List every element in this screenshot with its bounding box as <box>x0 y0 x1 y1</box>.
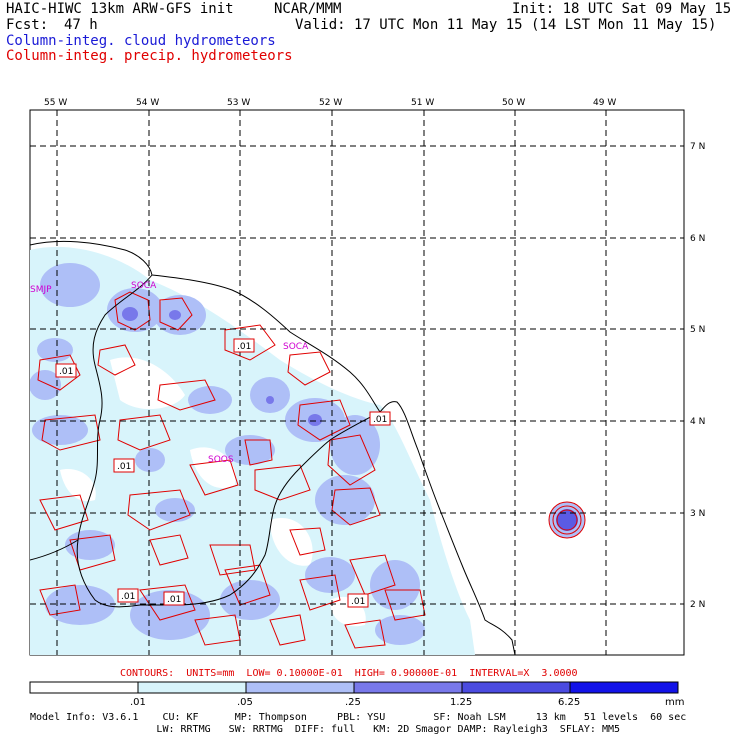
colorbar-tick: 6.25 <box>558 697 580 708</box>
forecast-label: Fcst: <box>6 17 49 33</box>
svg-text:.01: .01 <box>237 342 251 352</box>
colorbar-tick: 1.25 <box>450 697 472 708</box>
shade-gap <box>270 518 313 566</box>
colorbar-ticks: .01 .05 .25 1.25 6.25 mm <box>130 697 684 708</box>
colorbar-bin <box>137 681 247 694</box>
border-guyane-brazil <box>140 411 381 606</box>
lon-label: 55 W <box>44 98 67 108</box>
model-title: HAIC-HIWC 13km ARW-GFS init <box>6 1 234 17</box>
svg-text:.01: .01 <box>117 462 131 472</box>
svg-text:.01: .01 <box>59 367 73 377</box>
contour-label-box: .01 <box>163 591 185 606</box>
station-label: SOOS <box>208 455 234 465</box>
colorbar-bin <box>569 681 679 694</box>
shade-gap <box>60 469 96 502</box>
forecast-hour: 47 h <box>64 17 98 33</box>
contour-value-labels: .01 .01 .01 .01 .01 .01 .01 <box>55 338 391 608</box>
station-label: SMJP <box>30 285 52 295</box>
lat-label: 5 N <box>690 325 705 335</box>
tick-marks <box>56 110 684 605</box>
border-suriname-guyane <box>76 274 153 608</box>
svg-text:.01: .01 <box>351 597 365 607</box>
colorbar-tick: .05 <box>237 697 253 708</box>
shade-gap <box>190 447 236 489</box>
colorbar-bin <box>245 681 355 694</box>
lat-label: 7 N <box>690 142 705 152</box>
lon-label: 54 W <box>136 98 159 108</box>
station-label: SOCA <box>131 281 157 291</box>
org-label: NCAR/MMM <box>274 1 342 17</box>
colorbar-bin <box>29 681 139 694</box>
field-cloud-label: Column-integ. cloud hydrometeors <box>6 33 276 49</box>
shade-dark <box>122 307 322 426</box>
footer-line-2: LW: RRTMG SW: RRTMG DIFF: full KM: 2D Sm… <box>30 724 621 735</box>
border-suriname-brazil-w <box>30 539 79 561</box>
init-time: Init: 18 UTC Sat 09 May 15 <box>512 1 732 17</box>
lat-label: 3 N <box>690 509 705 519</box>
colorbar-tick: .01 <box>130 697 146 708</box>
svg-text:.01: .01 <box>121 592 135 602</box>
station-labels: SMJP SOCA SOCA SOOS <box>30 281 309 465</box>
contour-label-box: .01 <box>113 458 135 473</box>
contour-label-box: .01 <box>55 363 77 378</box>
lon-labels: 55 W 54 W 53 W 52 W 51 W 50 W 49 W <box>44 98 616 108</box>
lat-labels: 7 N 6 N 5 N 4 N 3 N 2 N <box>690 142 705 610</box>
contour-label-box: .01 <box>233 338 255 353</box>
svg-text:.01: .01 <box>167 595 181 605</box>
contour-label-box: .01 <box>117 588 139 603</box>
lat-label: 6 N <box>690 234 705 244</box>
contours-caption: CONTOURS: UNITS=mm LOW= 0.10000E-01 HIGH… <box>120 668 578 679</box>
lon-label: 50 W <box>502 98 525 108</box>
colorbar <box>29 681 679 694</box>
station-label: SOCA <box>283 342 309 352</box>
colorbar-bin <box>461 681 571 694</box>
shade-gap <box>110 357 185 410</box>
lon-label: 51 W <box>411 98 434 108</box>
colorbar-tick: .25 <box>345 697 361 708</box>
colorbar-bin <box>353 681 463 694</box>
valid-time: Valid: 17 UTC Mon 11 May 15 (14 LST Mon … <box>295 17 717 33</box>
coastline <box>29 240 516 656</box>
precip-contours <box>37 291 426 649</box>
lat-label: 4 N <box>690 417 705 427</box>
contour-label-box: .01 <box>347 593 369 608</box>
field-precip-label: Column-integ. precip. hydrometeors <box>6 48 293 64</box>
lon-label: 53 W <box>227 98 250 108</box>
contour-label-box: .01 <box>369 411 391 426</box>
lat-label: 2 N <box>690 600 705 610</box>
svg-text:.01: .01 <box>373 415 387 425</box>
lon-label: 49 W <box>593 98 616 108</box>
graticule <box>30 110 684 655</box>
isolated-cell <box>548 501 586 539</box>
colorbar-unit: mm <box>665 697 684 708</box>
footer-line-1: Model Info: V3.6.1 CU: KF MP: Thompson P… <box>30 712 687 723</box>
borders <box>30 274 381 608</box>
lon-label: 52 W <box>319 98 342 108</box>
